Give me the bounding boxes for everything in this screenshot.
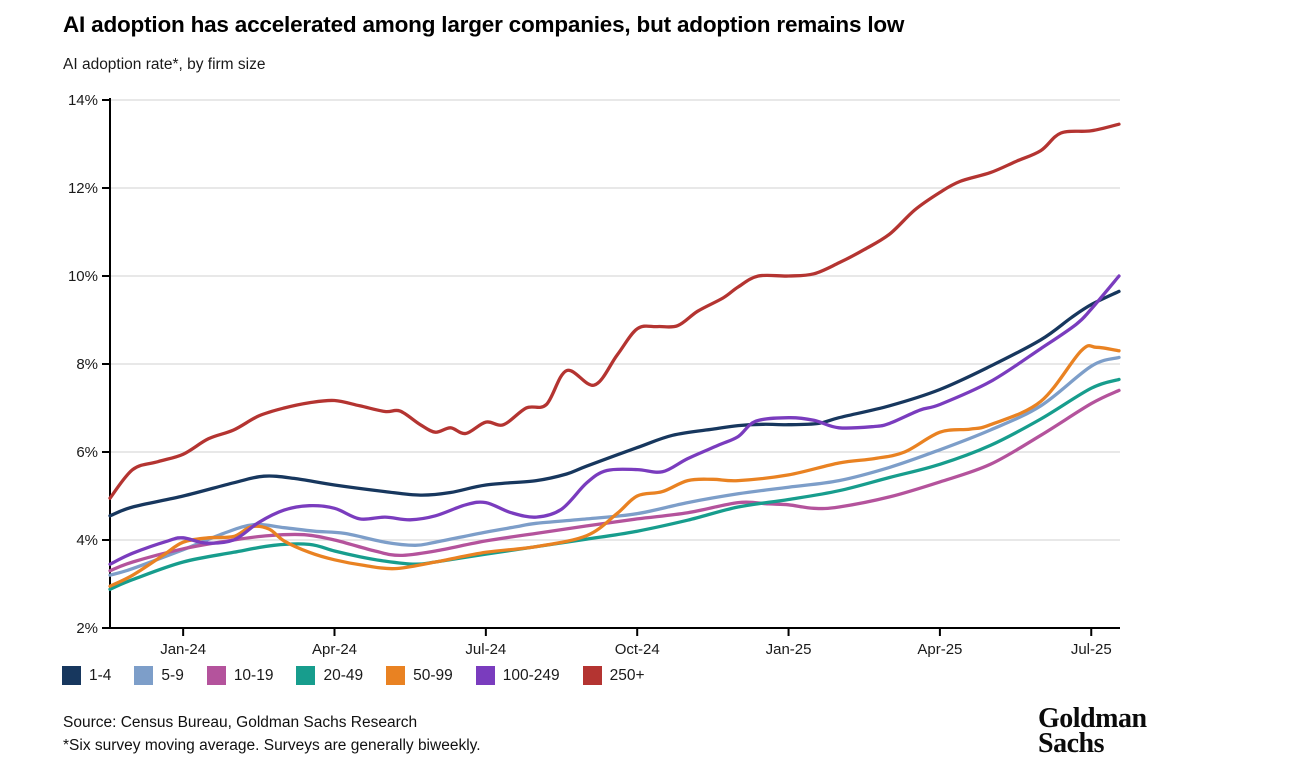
source-line: Source: Census Bureau, Goldman Sachs Res… [63,714,418,731]
y-tick-label: 6% [76,444,98,461]
chart-svg: 2% 4% 6% 8% 10% 12% 14% Jan-24 Apr-24 Jul-24 Oct-2… [68,92,1121,658]
legend-label: 250+ [609,666,645,684]
y-tick-label: 2% [76,620,98,637]
legend-item-5-9: 5-9 [134,666,184,685]
x-tick-label: Apr-25 [917,641,962,658]
legend-item-10-19: 10-19 [206,666,274,685]
y-tick-label: 14% [68,92,98,109]
legend-label: 50-99 [413,666,453,684]
logo-line-2: Sachs [1038,728,1104,759]
x-tick-label: Jul-24 [465,641,506,658]
series-line-100-249 [108,274,1121,566]
chart-area: 2% 4% 6% 8% 10% 12% 14% Jan-24 Apr-24 Jul-24 Oct-2… [0,88,1306,680]
goldman-sachs-logo: Goldman Sachs [1038,703,1147,759]
legend-label: 10-19 [233,666,274,684]
x-tick-label: Oct-24 [615,641,660,658]
legend-label: 100-249 [502,666,560,684]
legend-swatch [206,666,226,685]
legend-label: 5-9 [161,666,184,684]
legend-item-100-249: 100-249 [475,666,560,685]
legend-label: 1-4 [89,666,112,684]
legend-label: 20-49 [323,666,364,684]
page-subtitle: AI adoption rate*, by firm size [63,56,266,73]
series-line-5-9 [108,355,1121,577]
x-tick-label: Jan-25 [766,641,812,658]
legend-swatch [582,666,602,685]
y-tick-label: 4% [76,532,98,549]
source-block: Source: Census Bureau, Goldman Sachs Res… [63,711,481,757]
y-tick-label: 8% [76,356,98,373]
legend-swatch [62,666,81,685]
page-title: AI adoption has accelerated among larger… [63,12,905,37]
y-tick-label: 10% [68,268,98,285]
series-line-20-49 [108,377,1121,591]
legend-item-20-49: 20-49 [296,666,363,685]
footnote-line: *Six survey moving average. Surveys are … [63,737,481,754]
series-line-250+ [108,122,1121,500]
legend-item-1-4: 1-4 [62,666,111,685]
legend-swatch [134,666,154,685]
y-tick-label: 12% [68,180,98,197]
x-tick-label: Apr-24 [312,641,357,658]
x-tick-label: Jul-25 [1071,641,1112,658]
legend-item-250+: 250+ [582,666,645,685]
logo-line-1: Goldman [1038,703,1147,734]
series-line-1-4 [108,289,1121,518]
legend-item-50-99: 50-99 [386,666,453,685]
series-line-10-19 [108,388,1121,573]
legend-swatch [296,666,316,685]
series-line-50-99 [108,344,1121,588]
x-tick-label: Jan-24 [160,641,206,658]
legend-swatch [386,666,406,685]
legend-swatch [475,666,495,685]
legend: 1-4 5-9 10-19 20-49 50-99 100-249 250+ [62,666,645,685]
